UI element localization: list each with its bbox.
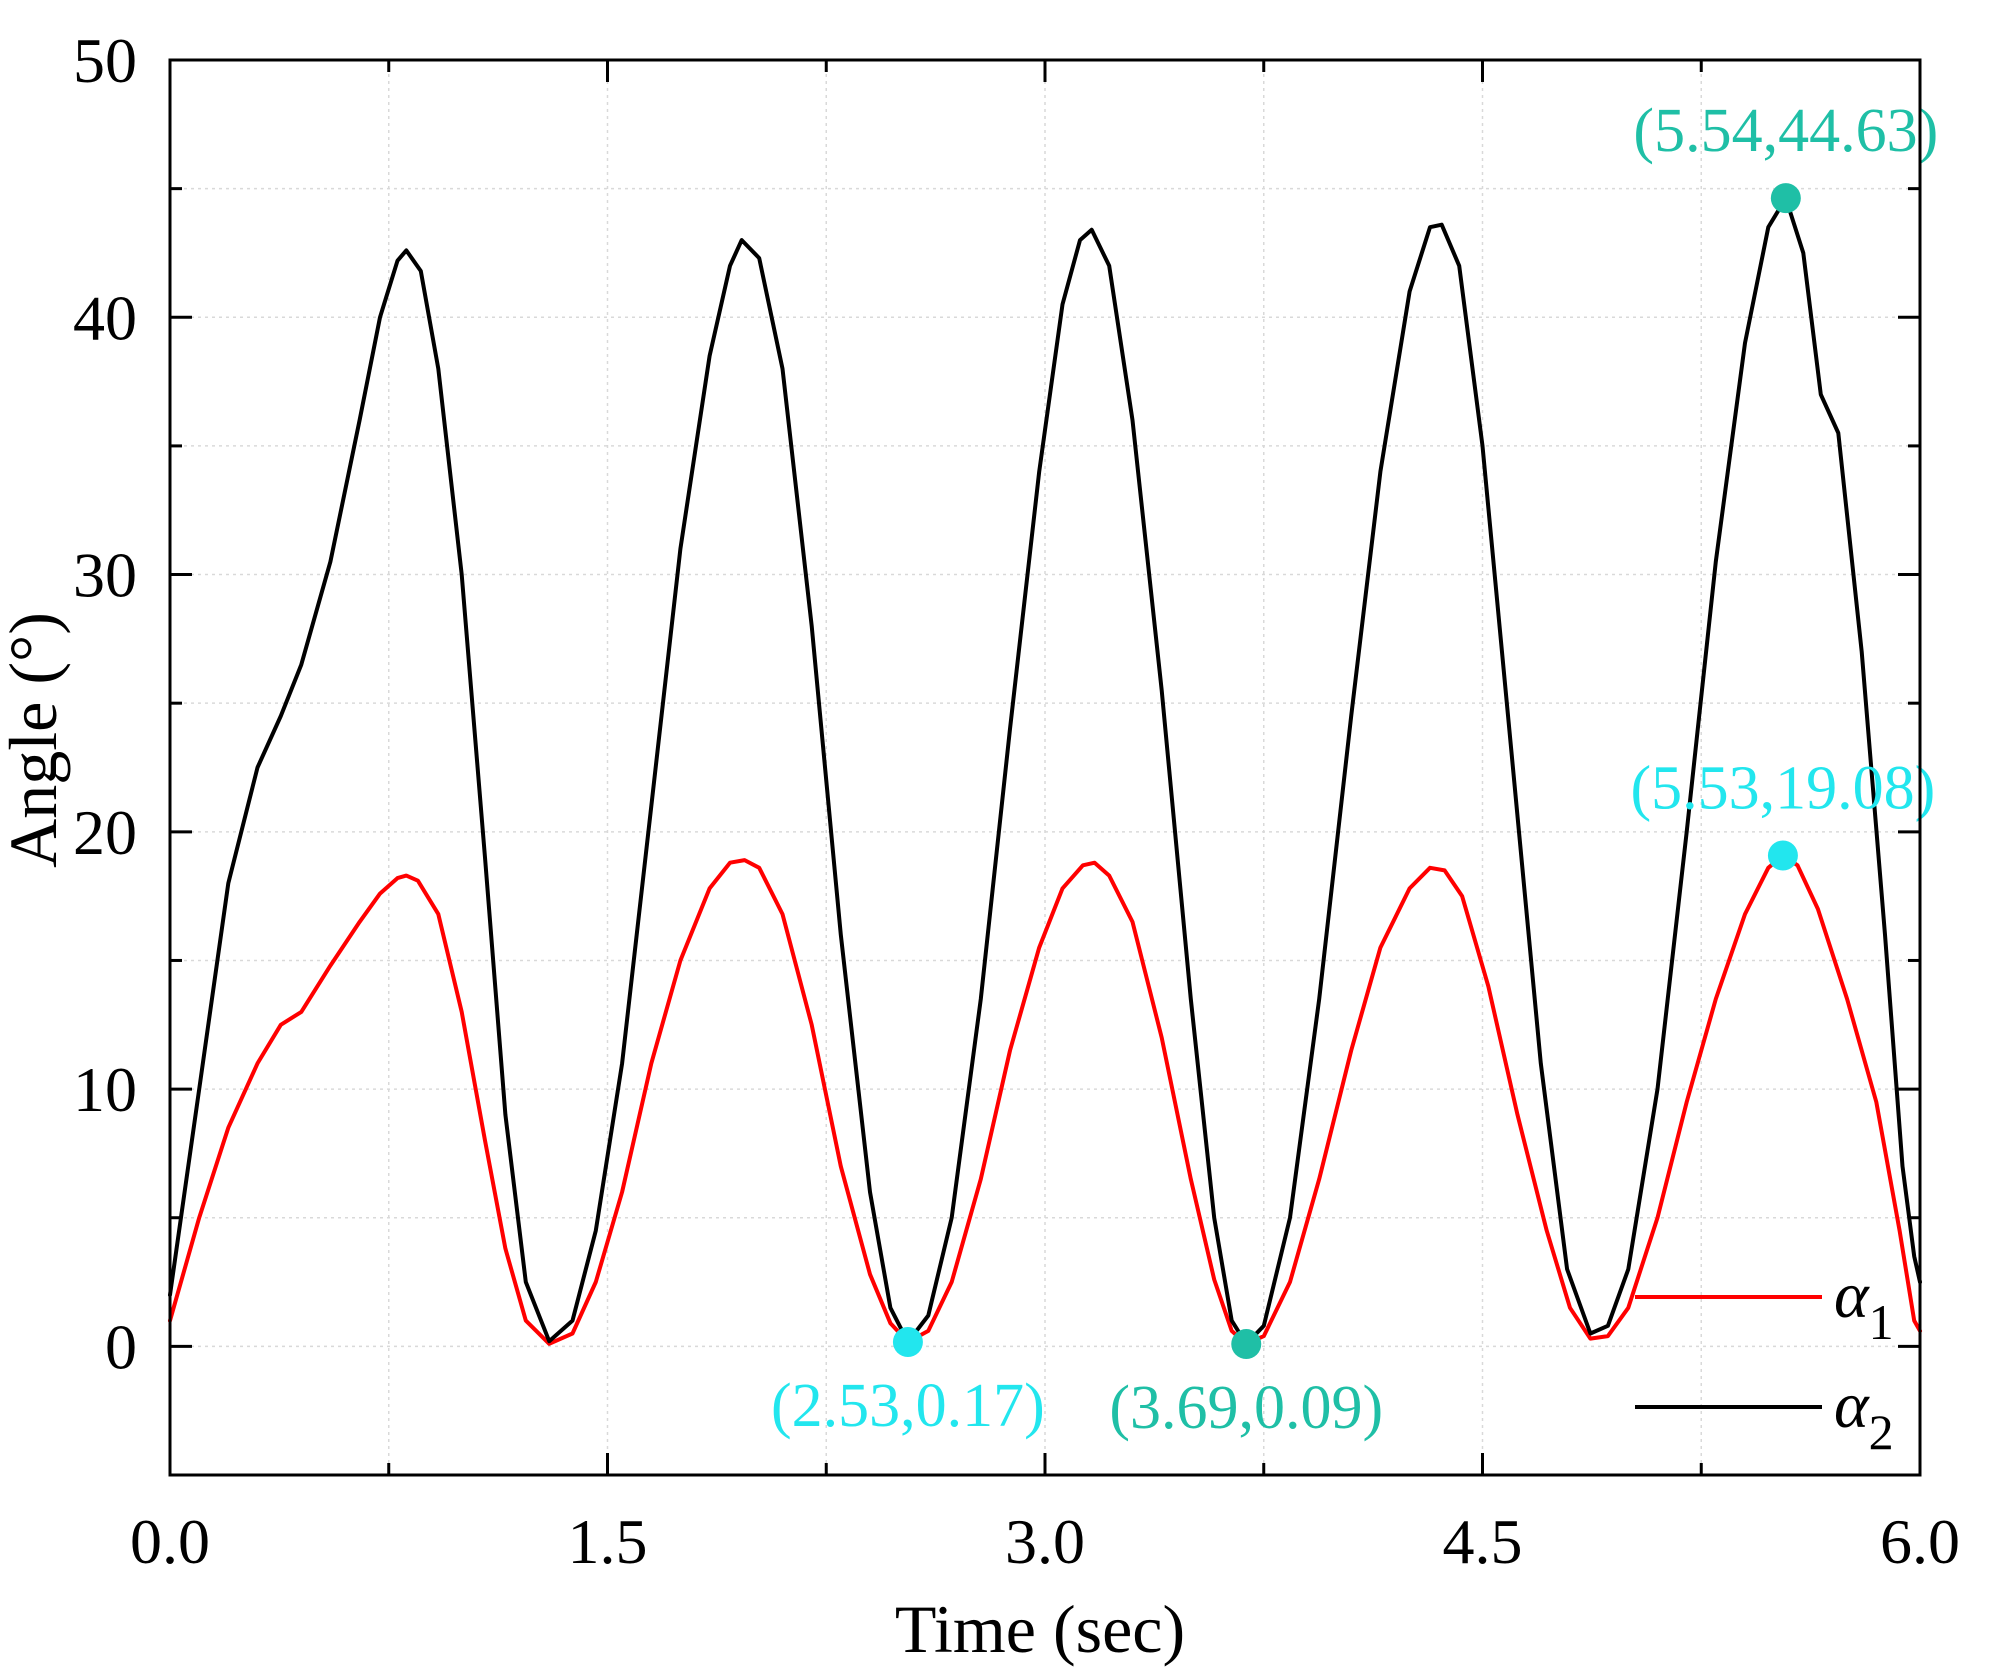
y-tick-label: 10	[73, 1054, 137, 1125]
y-tick-label: 0	[105, 1311, 137, 1382]
x-tick-label: 1.5	[568, 1506, 648, 1577]
x-axis-label: Time (sec)	[895, 1591, 1185, 1667]
annotation-marker	[1231, 1329, 1262, 1360]
annotation-label: (2.53,0.17)	[771, 1372, 1045, 1440]
annotation-marker	[1770, 183, 1801, 214]
annotation-marker	[892, 1326, 923, 1357]
annotations: (5.54,44.63) (5.53,19.08) (2.53,0.17) (3.69…	[771, 97, 1938, 1442]
y-tick-label: 20	[73, 797, 137, 868]
annotation-label: (5.54,44.63)	[1633, 97, 1938, 165]
x-tick-label: 6.0	[1880, 1506, 1960, 1577]
series-line-2	[168, 196, 1922, 1346]
annotation-label: (3.69,0.09)	[1109, 1374, 1383, 1442]
x-tick-label: 4.5	[1443, 1506, 1523, 1577]
legend-label-2: α2	[1834, 1369, 1894, 1460]
y-axis: 0 10 20 30 40 50	[73, 25, 1920, 1382]
y-axis-label: Angle (°)	[0, 612, 71, 868]
y-tick-label: 40	[73, 282, 137, 353]
x-axis: 0.0 1.5 3.0 4.5 6.0	[130, 60, 1960, 1577]
y-tick-label: 50	[73, 25, 137, 96]
y-tick-label: 30	[73, 540, 137, 611]
series-lines	[168, 196, 1922, 1346]
legend-label-1: α1	[1834, 1259, 1894, 1350]
annotation-label: (5.53,19.08)	[1631, 754, 1936, 822]
series-line-1	[168, 853, 1922, 1346]
x-tick-label: 0.0	[130, 1506, 210, 1577]
x-tick-label: 3.0	[1005, 1506, 1085, 1577]
annotation-marker	[1767, 840, 1798, 871]
